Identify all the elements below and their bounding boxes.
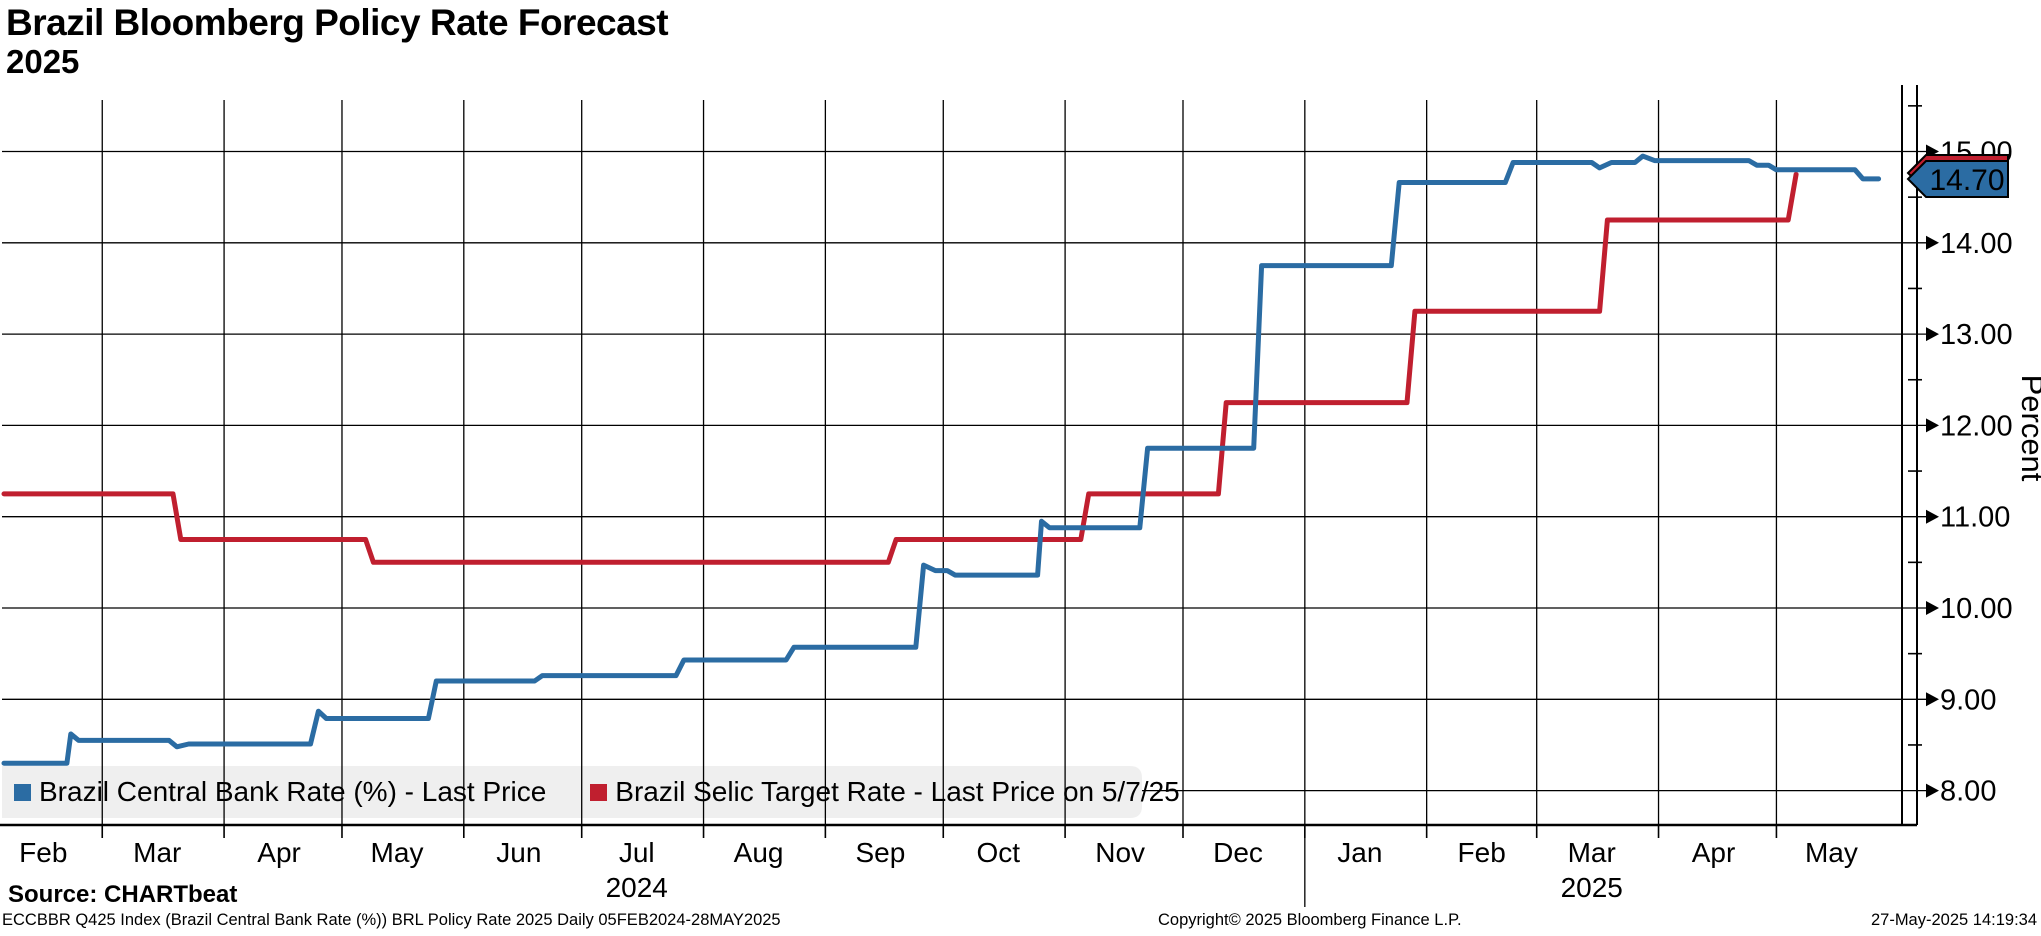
y-tick-arrow-icon: [1926, 601, 1939, 615]
x-tick-label: Dec: [1213, 837, 1263, 868]
y-tick-arrow-icon: [1926, 509, 1939, 524]
x-tick-label: Aug: [734, 837, 784, 868]
x-tick-label: Jul: [619, 837, 655, 868]
series-line-central-bank: [1, 153, 1882, 766]
y-tick-arrow-icon: [1926, 692, 1939, 707]
y-tick-label: 10.00: [1940, 593, 2013, 625]
x-tick-label: Apr: [1692, 837, 1736, 868]
x-year-label: 2025: [1561, 872, 1623, 903]
blue-series-swatch-icon: [14, 783, 31, 801]
x-tick-label: Oct: [977, 837, 1021, 868]
chart-legend: Brazil Central Bank Rate (%) - Last Pric…: [2, 766, 1180, 818]
x-tick-label: Apr: [257, 837, 301, 868]
x-tick-label: Mar: [1568, 837, 1616, 868]
x-tick-label: Mar: [133, 837, 181, 868]
x-tick-label: Feb: [19, 837, 67, 868]
red-series-swatch-icon: [590, 783, 608, 801]
y-tick-label: 9.00: [1940, 684, 1996, 716]
x-tick-label: Feb: [1458, 837, 1506, 868]
y-tick-arrow-icon: [1926, 783, 1939, 798]
x-tick-label: Sep: [855, 837, 905, 868]
y-tick-label: 13.00: [1940, 319, 2013, 351]
last-price-value: 14.70: [1929, 164, 2004, 197]
legend-label: Brazil Central Bank Rate (%) - Last Pric…: [39, 776, 547, 807]
timestamp: 27-May-2025 14:19:34: [1870, 911, 2037, 929]
x-year-label: 2024: [606, 872, 668, 903]
x-tick-label: Nov: [1095, 837, 1145, 868]
y-axis-title: Percent: [2015, 375, 2041, 482]
y-tick-label: 12.00: [1940, 410, 2013, 442]
index-description: ECCBBR Q425 Index (Brazil Central Bank R…: [2, 911, 781, 929]
y-tick-arrow-icon: [1926, 327, 1939, 342]
x-tick-label: May: [1805, 837, 1858, 868]
blue-last-price-tag: [1906, 160, 2009, 198]
legend-item-central-bank-rate: Brazil Central Bank Rate (%) - Last Pric…: [14, 776, 546, 808]
source-label: Source: CHARTbeat: [8, 881, 238, 908]
x-tick-label: Jun: [496, 837, 541, 868]
copyright-notice: Copyright© 2025 Bloomberg Finance L.P.: [1158, 911, 1462, 929]
legend-background: [2, 766, 1142, 818]
y-tick-label: 14.00: [1940, 228, 2013, 260]
y-tick-label: 8.00: [1940, 776, 1996, 808]
y-tick-arrow-icon: [1926, 235, 1939, 250]
y-tick-label: 11.00: [1940, 502, 2010, 534]
y-tick-arrow-icon: [1926, 418, 1939, 433]
x-tick-label: May: [371, 837, 424, 868]
page-title: Brazil Bloomberg Policy Rate Forecast: [6, 2, 669, 43]
legend-label: Brazil Selic Target Rate - Last Price on…: [615, 776, 1180, 807]
series-line-selic-target: [1, 171, 1799, 565]
x-tick-label: Jan: [1337, 837, 1382, 868]
legend-item-selic-target-rate: Brazil Selic Target Rate - Last Price on…: [590, 776, 1180, 808]
page-subtitle: 2025: [6, 43, 80, 80]
